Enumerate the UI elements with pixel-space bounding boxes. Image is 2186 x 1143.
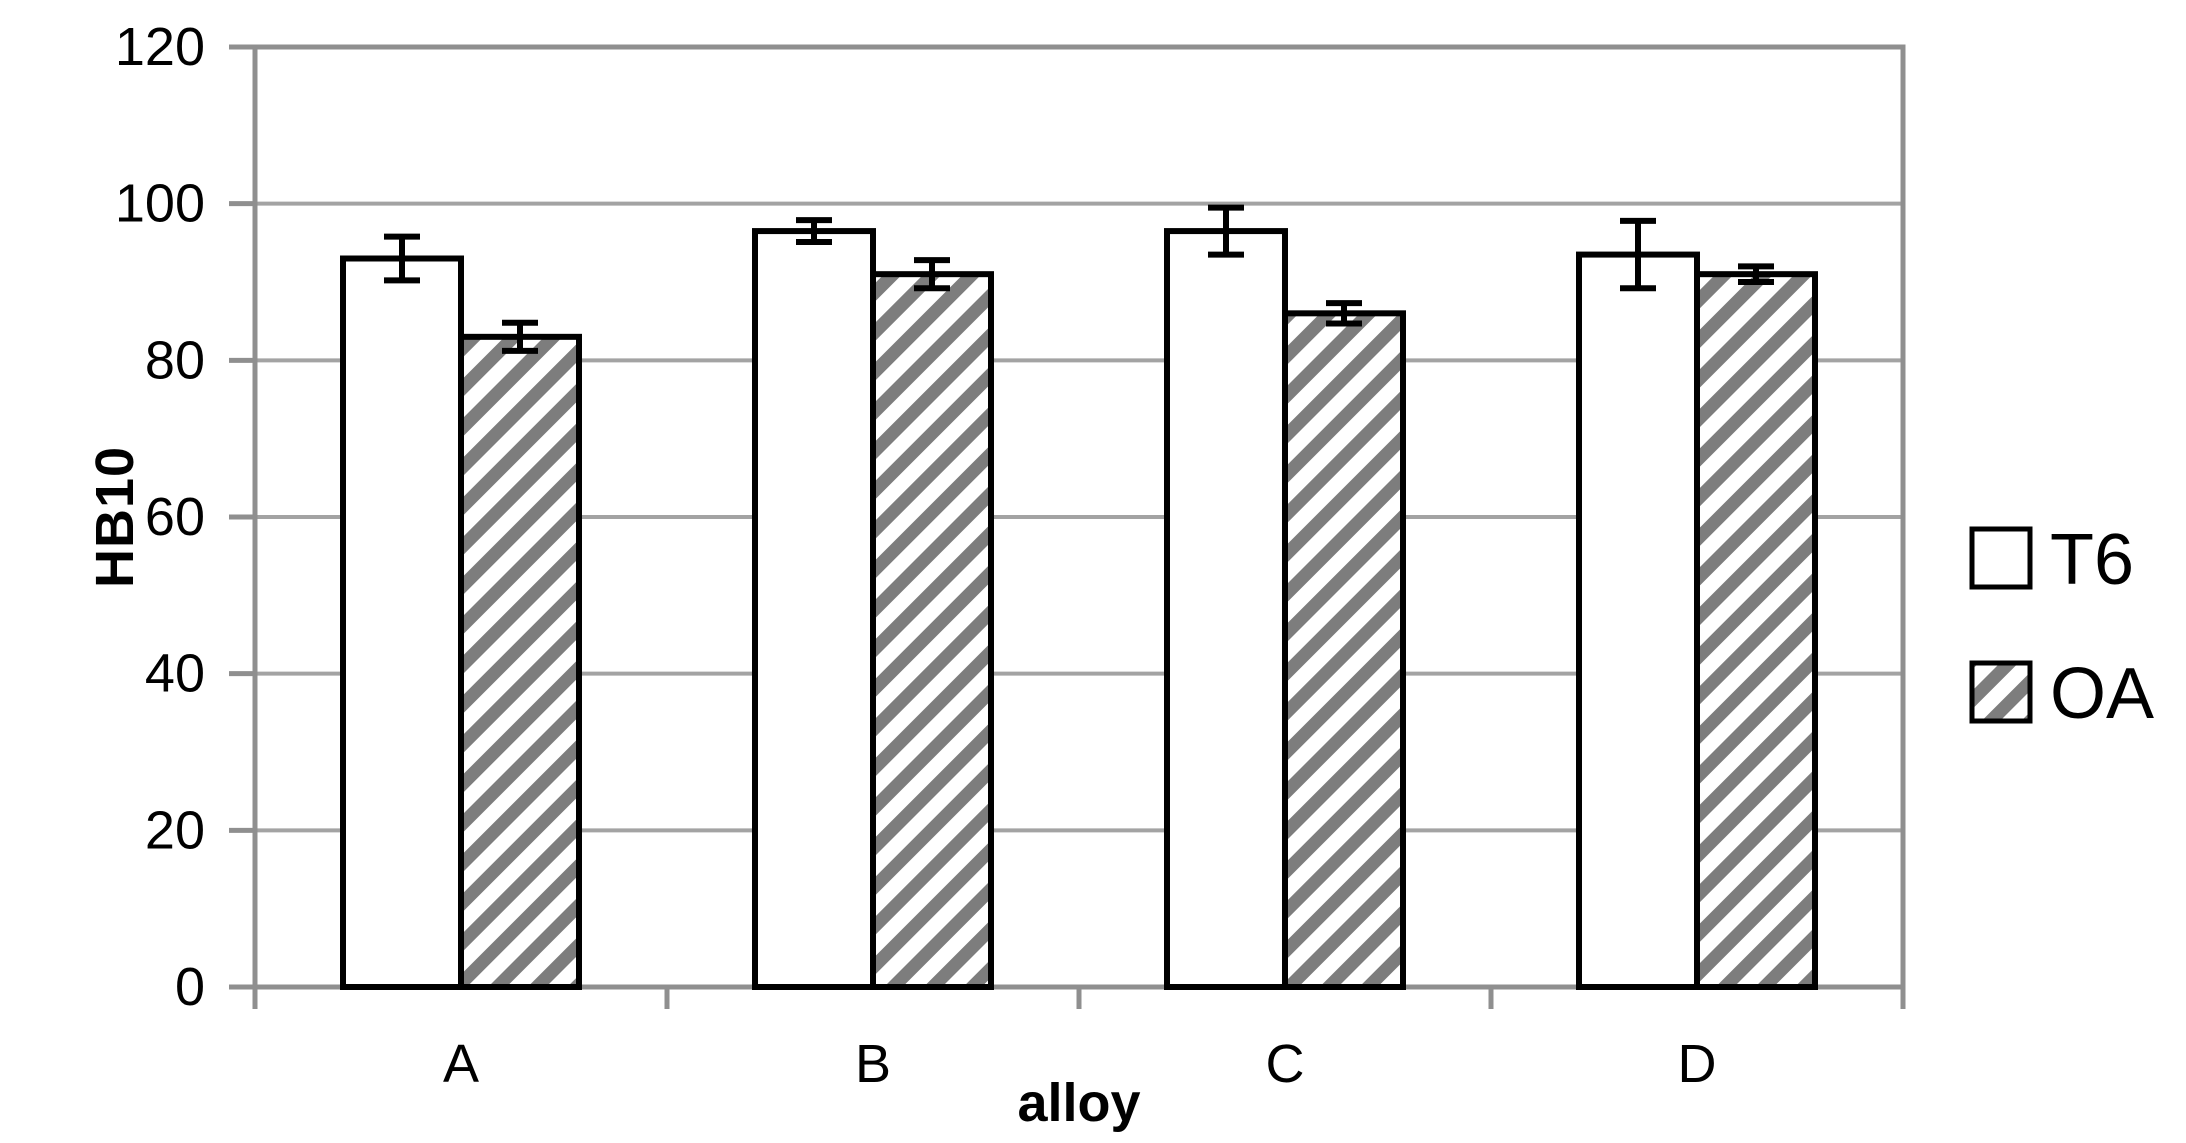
x-tick-label-D: D [1678, 1034, 1717, 1094]
x-tick-label-B: B [855, 1034, 891, 1094]
x-tick-label-C: C [1266, 1034, 1305, 1094]
bar-OA-D [1694, 271, 1818, 990]
y-tick-label-60: 60 [145, 487, 205, 547]
bar-T6-A [340, 255, 464, 990]
y-tick-label-120: 120 [115, 17, 205, 77]
bar-OA-C [1282, 310, 1406, 991]
y-tick-label-80: 80 [145, 330, 205, 390]
legend-label-OA: OA [2050, 654, 2154, 734]
bar-T6-C [1164, 228, 1288, 991]
y-tick-label-20: 20 [145, 800, 205, 860]
y-tick-label-40: 40 [145, 644, 205, 704]
legend-swatch-OA [1969, 660, 2033, 724]
y-axis-title: HB10 [85, 445, 145, 589]
bar-OA-A [458, 333, 582, 991]
legend-label-T6: T6 [2050, 520, 2134, 600]
bar-T6-B [752, 228, 876, 991]
x-axis-title: alloy [1017, 1073, 1141, 1133]
x-tick-label-A: A [443, 1034, 479, 1094]
legend-swatch-T6 [1969, 526, 2033, 590]
bar-OA-B [870, 271, 994, 990]
y-tick-label-100: 100 [115, 174, 205, 234]
bar-T6-D [1576, 251, 1700, 991]
y-tick-label-0: 0 [175, 957, 205, 1017]
